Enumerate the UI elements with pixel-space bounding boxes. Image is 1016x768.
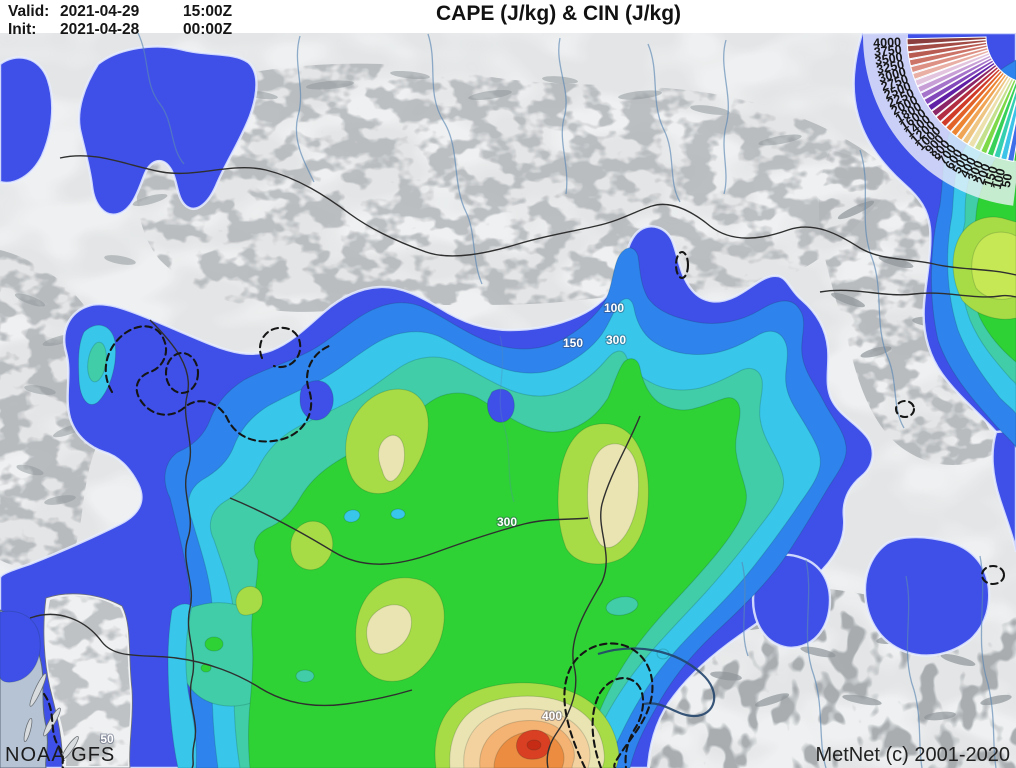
init-time-line: Init: 2021-04-28 00:00Z (8, 21, 232, 39)
legend-wedge-700 (955, 73, 1008, 141)
legend-wedge-900 (945, 69, 1004, 133)
contour-label-300: 300 (497, 515, 517, 529)
copyright-credit: MetNet (c) 2001-2020 (815, 744, 1010, 766)
legend-wedge-100 (1000, 100, 1016, 161)
cape-scale-fan-legend: 4000375035003250300027502500225020001800… (863, 33, 1016, 206)
cape-band-50-north-blob (77, 45, 258, 216)
legend-wedge-1000 (940, 67, 1002, 128)
legend-value-100: 100 (990, 167, 1009, 191)
legend-wedge-3000 (910, 47, 989, 74)
valid-date: 2021-04-29 (60, 3, 140, 20)
legend-wedge-600 (961, 74, 1010, 145)
coastline-layer (0, 593, 133, 768)
legend-value-200: 200 (973, 162, 993, 186)
legend-value-150: 150 (981, 165, 1000, 189)
legend-wedge-200 (986, 80, 1016, 157)
contour-labels: 100 150 300 300 400 50 (99, 300, 627, 747)
cyan-spot-2 (390, 508, 406, 520)
cape-band-50-southeast-lobe1 (751, 553, 832, 649)
legend-value-3250: 3250 (875, 57, 905, 77)
legend-wedge-800 (950, 71, 1006, 137)
legend-wedge-150 (993, 88, 1016, 159)
init-label: Init: (8, 21, 37, 38)
legend-wedge-2000 (919, 56, 993, 100)
teal-spot-2 (295, 669, 315, 683)
legend-value-50: 50 (999, 172, 1015, 188)
init-date: 2021-04-28 (60, 21, 140, 38)
legend-wedge-2750 (912, 49, 990, 81)
contour-label-50: 50 (100, 732, 114, 746)
cyan-spot-1 (343, 509, 361, 523)
cape-band-50-northwest-small (0, 56, 54, 185)
contour-label-100: 100 (604, 301, 624, 315)
cin-contours (42, 250, 1006, 768)
valid-hour: 15:00Z (183, 3, 233, 20)
cape-band-400-patch5 (235, 585, 263, 616)
cape-green-spot-1 (204, 636, 224, 652)
cape-band-500-core2 (366, 604, 413, 655)
legend-wedge-300 (980, 78, 1016, 155)
legend-value-4000: 4000 (873, 35, 901, 50)
page-title: CAPE (J/kg) & CIN (J/kg) (436, 2, 682, 25)
header-band (0, 0, 1016, 33)
contour-label-400: 400 (542, 709, 562, 723)
legend-wedge-4000 (906, 36, 987, 46)
legend-wedge-3250 (908, 44, 988, 67)
init-hour: 00:00Z (183, 21, 233, 38)
legend-wedge-2250 (916, 54, 992, 94)
legend-wedge-400 (973, 77, 1015, 152)
claw-teal-core (87, 341, 107, 383)
cape-band-500-core1 (378, 434, 405, 482)
bullseye-1000 (526, 739, 542, 751)
legend-wedge-3500 (907, 41, 988, 60)
legend-value-3500: 3500 (874, 50, 904, 68)
blue-spot-2 (487, 388, 515, 423)
danube-river (597, 647, 716, 718)
cape-band-50-east-arm (991, 428, 1016, 553)
legend-wedge-1800 (923, 59, 995, 106)
cape-band-500-core4 (587, 443, 639, 549)
contour-label-150: 150 (563, 336, 583, 350)
legend-wedge-500 (967, 76, 1012, 149)
legend-wedge-1400 (931, 63, 998, 117)
cape-band-50-sea-patch (0, 610, 41, 683)
valid-label: Valid: (8, 3, 50, 20)
legend-value-3750: 3750 (873, 42, 902, 59)
valid-time-line: Valid: 2021-04-29 15:00Z (8, 3, 232, 21)
cape-band-50-southeast-lobe2 (863, 535, 991, 657)
legend-wedge-3750 (906, 39, 987, 53)
legend-wedge-1200 (935, 65, 1000, 123)
legend-wedge-2500 (914, 52, 991, 87)
rivers-layer (137, 32, 997, 768)
blue-spot-1 (299, 380, 334, 421)
legend-wedge-50 (1007, 118, 1016, 162)
legend-wedge-1600 (927, 61, 996, 112)
teal-spot-1 (605, 596, 639, 616)
cape-band-450-east-core (971, 231, 1016, 300)
model-credit: NOAA GFS (5, 744, 116, 766)
country-borders (29, 155, 1016, 768)
contour-label-300: 300 (606, 333, 626, 347)
